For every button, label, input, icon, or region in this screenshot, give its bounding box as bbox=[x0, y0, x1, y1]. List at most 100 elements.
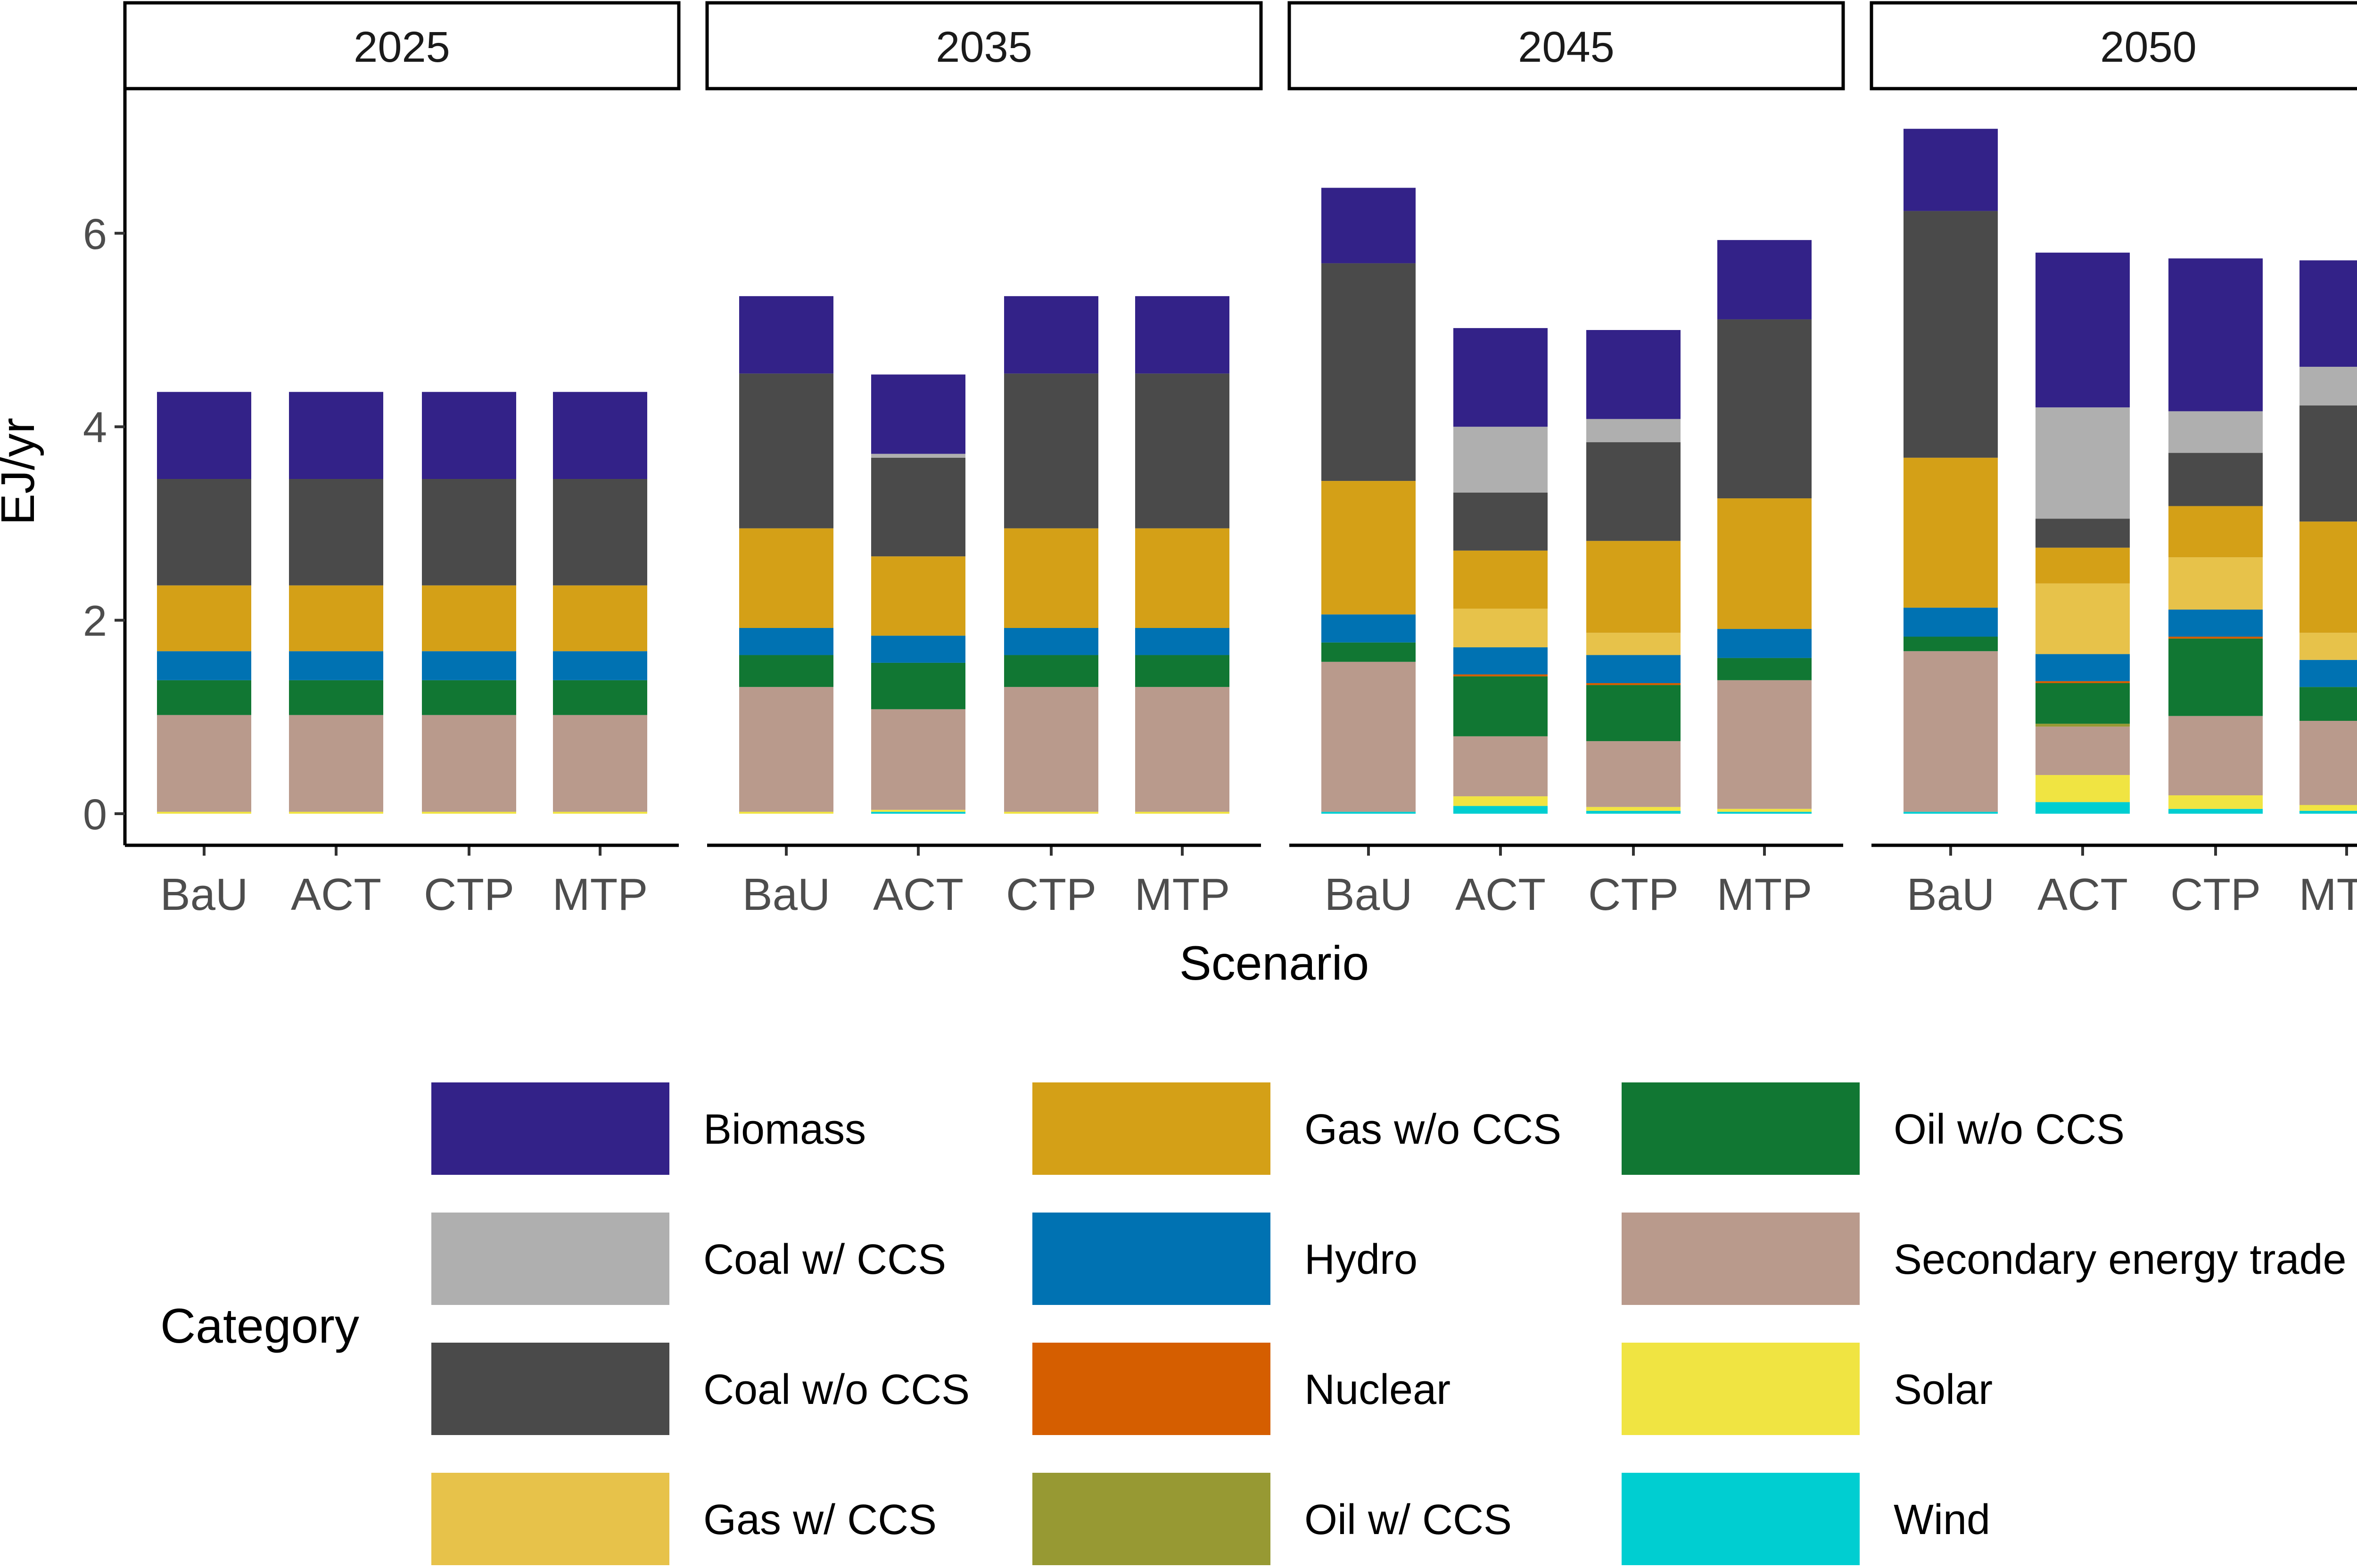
legend-swatch-secondary-energy-trade bbox=[1622, 1213, 1860, 1305]
bar-segment-coal-w-o-ccs bbox=[1135, 373, 1229, 528]
legend-label-gas-w-ccs: Gas w/ CCS bbox=[703, 1496, 937, 1543]
bar-segment-wind bbox=[1586, 810, 1681, 814]
bar-segment-coal-w-ccs bbox=[2299, 366, 2357, 406]
bar-segment-oil-w-o-ccs bbox=[1904, 636, 1998, 652]
bar-segment-solar bbox=[1717, 809, 1812, 812]
x-tick-label: BaU bbox=[742, 869, 831, 920]
bar-segment-gas-w-o-ccs bbox=[1004, 528, 1098, 628]
legend-label-hydro: Hydro bbox=[1304, 1236, 1417, 1283]
bar-segment-hydro bbox=[2299, 660, 2357, 687]
x-tick-label: MTP bbox=[1135, 869, 1230, 920]
x-tick-label: ACT bbox=[873, 869, 964, 920]
bar-segment-wind bbox=[871, 811, 965, 814]
bar-segment-solar bbox=[157, 811, 251, 814]
bar-segment-hydro bbox=[1904, 607, 1998, 637]
bar-segment-biomass bbox=[2168, 258, 2263, 412]
bar-segment-coal-w-o-ccs bbox=[1453, 492, 1548, 551]
legend-swatch-solar bbox=[1622, 1343, 1860, 1435]
bar-segment-biomass bbox=[1586, 330, 1681, 419]
facet-strip bbox=[123, 1, 681, 91]
bar-segment-oil-w-o-ccs bbox=[1321, 642, 1416, 662]
bar-segment-hydro bbox=[1586, 655, 1681, 683]
legend-label-coal-w-ccs: Coal w/ CCS bbox=[703, 1236, 946, 1283]
bar-segment-oil-w-o-ccs bbox=[1004, 655, 1098, 687]
bar-segment-gas-w-o-ccs bbox=[2168, 506, 2263, 558]
bar-segment-gas-w-o-ccs bbox=[1904, 457, 1998, 608]
x-tick-label: CTP bbox=[2170, 869, 2261, 920]
bar-segment-solar bbox=[422, 811, 516, 814]
bar-segment-coal-w-o-ccs bbox=[422, 479, 516, 586]
bar-segment-gas-w-o-ccs bbox=[1321, 481, 1416, 615]
bar-segment-hydro bbox=[2036, 654, 2130, 681]
bar-segment-oil-w-ccs bbox=[2036, 724, 2130, 727]
legend-label-solar: Solar bbox=[1894, 1366, 1993, 1413]
facet-panel-2050: 2050 BaU ACT CTP MTP bbox=[1870, 1, 2357, 920]
facet-panel-2045: 2045 BaU ACT CTP MTP bbox=[1287, 1, 1845, 920]
bar-segment-gas-w-ccs bbox=[2168, 557, 2263, 610]
bar-segment-coal-w-o-ccs bbox=[1904, 211, 1998, 458]
bar-segment-secondary-energy-trade bbox=[1135, 687, 1229, 812]
bar-segment-solar bbox=[739, 811, 833, 814]
bar-segment-coal-w-o-ccs bbox=[1004, 373, 1098, 528]
bar-segment-solar bbox=[2036, 775, 2130, 802]
x-tick-label: ACT bbox=[291, 869, 381, 920]
x-tick-label: CTP bbox=[424, 869, 514, 920]
bar-segment-wind bbox=[1904, 811, 1998, 814]
bar-segment-gas-w-o-ccs bbox=[1586, 541, 1681, 633]
bar-segment-gas-w-o-ccs bbox=[2036, 547, 2130, 584]
y-tick-label: 6 bbox=[83, 210, 107, 258]
bar-segment-oil-w-o-ccs bbox=[1453, 676, 1548, 736]
legend-swatch-coal-w-o-ccs bbox=[431, 1343, 669, 1435]
legend-label-gas-w-o-ccs: Gas w/o CCS bbox=[1304, 1106, 1561, 1153]
bar-segment-gas-w-o-ccs bbox=[1717, 498, 1812, 629]
bar-segment-oil-w-o-ccs bbox=[739, 655, 833, 687]
bar-segment-hydro bbox=[1717, 629, 1812, 658]
bar-segment-wind bbox=[2168, 809, 2263, 814]
x-tick-label: BaU bbox=[160, 869, 248, 920]
bar-segment-coal-w-ccs bbox=[1453, 427, 1548, 493]
y-tick-label: 0 bbox=[83, 791, 107, 839]
legend-label-biomass: Biomass bbox=[703, 1106, 866, 1153]
x-tick-label: BaU bbox=[1907, 869, 1995, 920]
bar-segment-secondary-energy-trade bbox=[871, 709, 965, 810]
x-tick-label: MTP bbox=[2299, 869, 2357, 920]
bar-segment-biomass bbox=[2036, 252, 2130, 408]
bar-segment-gas-w-o-ccs bbox=[1453, 550, 1548, 609]
bar-segment-oil-w-o-ccs bbox=[553, 680, 647, 715]
bar-segment-coal-w-o-ccs bbox=[871, 457, 965, 557]
legend-swatch-oil-w-ccs bbox=[1032, 1473, 1270, 1565]
x-tick-label: MTP bbox=[552, 869, 648, 920]
bar-segment-coal-w-o-ccs bbox=[2168, 453, 2263, 506]
bar-segment-hydro bbox=[1321, 614, 1416, 643]
bar-segment-coal-w-o-ccs bbox=[553, 479, 647, 586]
bar-segment-oil-w-o-ccs bbox=[422, 680, 516, 715]
x-tick-label: CTP bbox=[1006, 869, 1096, 920]
facet-strip bbox=[1870, 1, 2357, 91]
bar-segment-biomass bbox=[1004, 296, 1098, 374]
bar-segment-coal-w-ccs bbox=[871, 454, 965, 458]
bar-segment-hydro bbox=[1135, 628, 1229, 655]
bar-segment-coal-w-ccs bbox=[2036, 407, 2130, 519]
legend-swatch-oil-w-o-ccs bbox=[1622, 1082, 1860, 1175]
bar-segment-hydro bbox=[739, 628, 833, 655]
bar-segment-gas-w-o-ccs bbox=[289, 585, 383, 652]
bar-segment-wind bbox=[1717, 811, 1812, 814]
bar-segment-gas-w-o-ccs bbox=[871, 556, 965, 636]
bar-segment-nuclear bbox=[1453, 674, 1548, 677]
bar-segment-solar bbox=[1004, 811, 1098, 814]
bar-segment-secondary-energy-trade bbox=[422, 715, 516, 812]
bar-segment-solar bbox=[1135, 811, 1229, 814]
bar-segment-secondary-energy-trade bbox=[1904, 651, 1998, 812]
bar-segment-coal-w-ccs bbox=[1586, 419, 1681, 443]
bar-segment-wind bbox=[2299, 810, 2357, 814]
bar-segment-coal-w-o-ccs bbox=[2036, 519, 2130, 548]
bar-segment-secondary-energy-trade bbox=[553, 715, 647, 812]
legend-swatch-gas-w-ccs bbox=[431, 1473, 669, 1565]
legend-swatch-gas-w-o-ccs bbox=[1032, 1082, 1270, 1175]
bar-segment-oil-w-o-ccs bbox=[2299, 687, 2357, 721]
bar-segment-hydro bbox=[289, 651, 383, 680]
bar-segment-solar bbox=[1453, 796, 1548, 806]
facet-panels: 2025 BaU ACT CTP MTP 2035 BaU ACT CTP MTP 2045 BaU A… bbox=[123, 1, 2357, 920]
bar-segment-biomass bbox=[422, 392, 516, 479]
x-tick-label: MTP bbox=[1717, 869, 1813, 920]
